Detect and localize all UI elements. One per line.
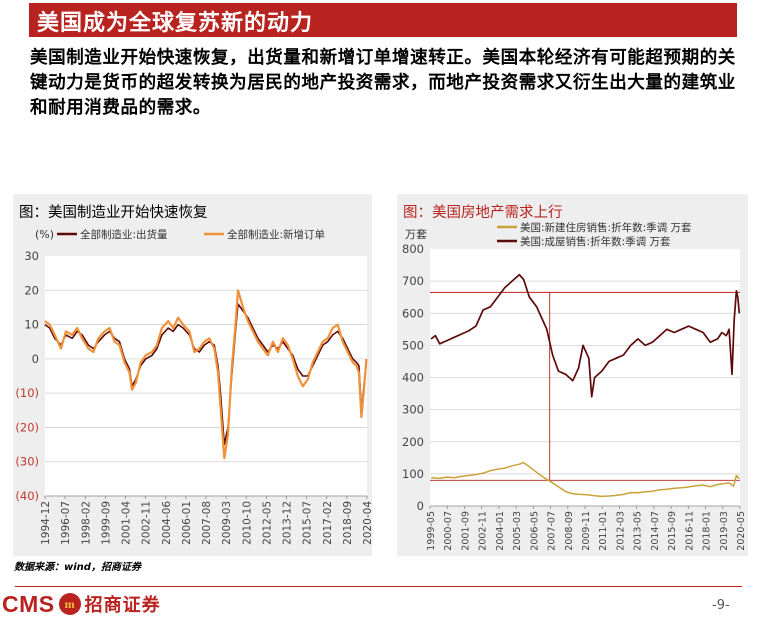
company-logo: CMS m 招商证券: [2, 590, 161, 618]
x-tick-label: 2004-06: [161, 501, 173, 545]
x-tick-label: 2001-04: [121, 501, 133, 545]
x-tick-label: 2020-04: [362, 501, 372, 545]
x-tick-label: 2017-02: [322, 501, 334, 545]
x-tick-label: 2013-12: [282, 501, 294, 545]
y-tick-label: (30): [15, 455, 39, 469]
y-tick-label: 500: [402, 338, 424, 352]
logo-company-name: 招商证券: [84, 595, 161, 616]
y-tick-label: 400: [402, 371, 424, 385]
x-tick-label: 2006-01: [181, 501, 193, 545]
chart-panel-housing: 图：美国房地产需求上行 800 700 600 500 400 300 200 100 0 199…: [397, 194, 748, 556]
footer-divider: [15, 586, 742, 587]
x-tick-label: 2007-07: [547, 511, 558, 551]
x-tick-label: 2015-09: [667, 511, 678, 551]
x-tick-label: 2001-09: [460, 511, 471, 551]
y-tick-label: 800: [402, 242, 424, 256]
y-tick-label: 700: [402, 274, 424, 288]
x-tick-label: 2020-05: [736, 511, 747, 551]
series-line: [44, 289, 368, 460]
x-tick-label: 2002-11: [141, 501, 153, 545]
y-tick-label: 600: [402, 306, 424, 320]
page-number: -9-: [712, 598, 730, 613]
page-title: 美国成为全球复苏新的动力: [37, 11, 314, 36]
legend-label: 全部制造业:新增订单: [227, 228, 325, 241]
logo-text: CMS: [2, 590, 55, 617]
legend-label: 美国:成屋销售:折年数:季调 万套: [520, 235, 671, 248]
x-tick-label: 2019-03: [719, 511, 730, 551]
title-bar: 美国成为全球复苏新的动力: [29, 3, 737, 37]
y-axis-label: 万套: [405, 228, 427, 241]
x-tick-label: 1996-07: [60, 501, 72, 545]
series-line: [430, 273, 741, 398]
chart-manufacturing: 30 20 10 0 (10) (20) (30) (40)1994-12 1996-07 199…: [15, 228, 372, 545]
chart-title: 图：美国制造业开始快速恢复: [19, 205, 208, 221]
x-tick-label: 2016-11: [684, 511, 695, 551]
x-tick-label: 2008-09: [564, 511, 575, 551]
x-tick-label: 1999-09: [100, 501, 112, 545]
chart-panel-manufacturing: 图：美国制造业开始快速恢复 30 20 10 0 (10) (20) (30) (40) 199…: [13, 194, 372, 556]
y-tick-label: (10): [15, 386, 39, 400]
y-tick-label: 300: [402, 403, 424, 417]
x-tick-label: 2005-03: [512, 511, 523, 551]
x-tick-label: 2014-07: [650, 511, 661, 551]
y-tick-label: (40): [15, 489, 39, 503]
series-line: [430, 461, 740, 498]
x-tick-label: 2018-09: [342, 501, 354, 545]
y-tick-label: 200: [402, 435, 424, 449]
chart-title: 图：美国房地产需求上行: [403, 205, 563, 221]
body-paragraph: 美国制造业开始快速恢复，出货量和新增订单增速转正。美国本轮经济有可能超预期的关键…: [30, 48, 736, 118]
x-tick-label: 1999-05: [426, 511, 437, 551]
x-tick-label: 2004-01: [495, 511, 506, 551]
y-tick-label: 30: [24, 249, 39, 263]
y-axis-label: (%): [35, 228, 54, 241]
x-tick-label: 2012-03: [615, 511, 626, 551]
y-tick-label: 0: [32, 352, 39, 366]
plot-area: [45, 256, 367, 496]
x-tick-label: 1994-12: [40, 501, 52, 545]
x-tick-label: 2009-11: [581, 511, 592, 551]
x-tick-label: 2011-01: [598, 511, 609, 551]
x-tick-label: 2006-05: [529, 511, 540, 551]
x-tick-label: 2015-07: [302, 501, 314, 545]
y-tick-label: (20): [15, 420, 39, 434]
x-tick-label: 2007-08: [201, 501, 213, 545]
legend-label: 全部制造业:出货量: [80, 228, 168, 241]
y-tick-label: 100: [402, 467, 424, 481]
x-tick-label: 2010-10: [241, 501, 253, 545]
x-tick-label: 2000-07: [443, 511, 454, 551]
legend-label: 美国:新建住房销售:折年数:季调 万套: [520, 221, 692, 234]
y-tick-label: 0: [417, 499, 424, 513]
y-tick-label: 10: [24, 318, 39, 332]
x-tick-label: 2018-01: [702, 511, 713, 551]
logo-mark-icon: m: [58, 593, 81, 615]
x-tick-label: 1998-02: [80, 501, 92, 545]
data-source-note: 数据来源：wind，招商证券: [14, 562, 141, 573]
y-tick-label: 20: [24, 283, 39, 297]
x-tick-label: 2009-03: [221, 501, 233, 545]
x-tick-label: 2002-11: [478, 511, 489, 551]
x-tick-label: 2013-05: [633, 511, 644, 551]
x-tick-label: 2012-05: [261, 501, 273, 545]
